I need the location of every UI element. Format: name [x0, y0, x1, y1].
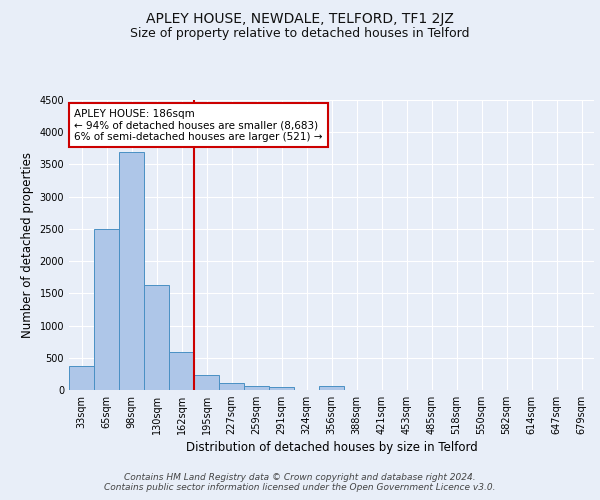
Bar [194, 375, 219, 390]
Bar [144, 285, 169, 390]
Bar [69, 366, 94, 390]
Bar [94, 229, 119, 390]
Text: Size of property relative to detached houses in Telford: Size of property relative to detached ho… [130, 28, 470, 40]
Bar [319, 386, 344, 390]
Text: APLEY HOUSE: 186sqm
← 94% of detached houses are smaller (8,683)
6% of semi-deta: APLEY HOUSE: 186sqm ← 94% of detached ho… [74, 108, 323, 142]
Y-axis label: Number of detached properties: Number of detached properties [21, 152, 34, 338]
Bar [169, 352, 194, 390]
Text: APLEY HOUSE, NEWDALE, TELFORD, TF1 2JZ: APLEY HOUSE, NEWDALE, TELFORD, TF1 2JZ [146, 12, 454, 26]
Text: Contains HM Land Registry data © Crown copyright and database right 2024.
Contai: Contains HM Land Registry data © Crown c… [104, 473, 496, 492]
Bar [119, 152, 144, 390]
Bar [219, 383, 244, 390]
X-axis label: Distribution of detached houses by size in Telford: Distribution of detached houses by size … [185, 442, 478, 454]
Bar [244, 386, 269, 390]
Bar [269, 387, 294, 390]
